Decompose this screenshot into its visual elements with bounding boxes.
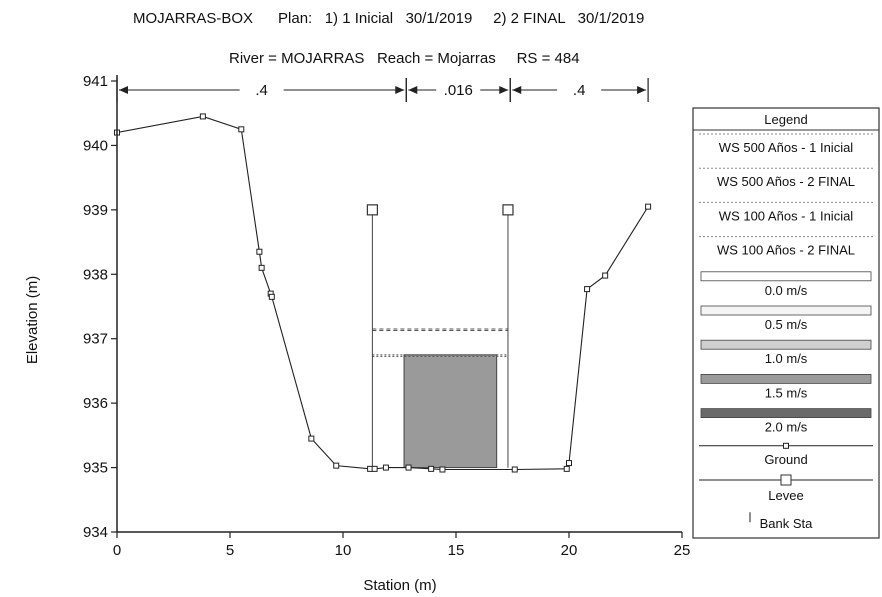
legend-levee-marker [780,474,792,486]
mannings-arrowhead [408,86,418,94]
x-tick-label: 10 [335,542,352,559]
y-tick-label: 939 [83,202,108,219]
legend-title: Legend [764,112,807,127]
legend-entry-label: 1.0 m/s [765,351,808,366]
legend-entry-label: 0.0 m/s [765,283,808,298]
ground-point [439,466,446,473]
chart-title: MOJARRAS-BOX Plan: 1) 1 Inicial 30/1/201… [133,10,644,27]
ground-point [371,465,378,472]
velocity-fill [403,354,498,469]
legend-entry-label: 1.5 m/s [765,385,808,400]
legend-box [692,107,880,539]
legend-swatch [700,271,872,282]
x-tick-label: 0 [113,542,121,559]
legend-swatch [700,408,872,419]
mannings-arrowhead [499,86,509,94]
ground-point [602,272,609,279]
y-tick-label: 936 [83,395,108,412]
legend-entry-label: 0.5 m/s [765,317,808,332]
mannings-arrowhead [637,86,647,94]
ground-point [333,462,340,469]
legend-swatch [700,373,872,384]
water-surface-lines [371,209,509,468]
y-tick-label: 935 [83,460,108,477]
legend-entry-label: 2.0 m/s [765,420,808,435]
legend-entry-label: WS 100 Años - 1 Inicial [719,208,854,223]
legend-entry-label: Levee [768,488,803,503]
legend: Legend WS 500 Años - 1 Inicial WS 500 Años… [692,107,880,539]
ground-point [308,435,315,442]
ground-point [199,113,206,120]
ground-profile [114,113,652,473]
mannings-arrowhead [119,86,128,94]
ground-point [238,126,245,133]
ground-point [258,264,265,271]
ground-point [566,460,572,467]
x-axis-title: Station (m) [363,577,436,594]
mannings-n-bar: .4 .016 .4 [116,78,649,102]
mannings-arrowhead [395,86,405,94]
x-tick-label: 15 [448,542,465,559]
y-tick-label: 937 [83,331,108,348]
chart-subtitle: River = MOJARRAS Reach = Mojarras RS = 4… [229,50,580,67]
legend-swatch [700,305,872,316]
y-tick-label: 941 [83,73,108,90]
legend-ground-point [783,442,789,449]
x-tick-label: 5 [226,542,234,559]
y-tick-label: 934 [83,524,108,541]
levee-marker [502,204,514,216]
y-tick-label: 940 [83,137,108,154]
mannings-arrowhead [512,86,522,94]
y-tick-label: 938 [83,266,108,283]
legend-entry-label: Bank Sta [760,516,814,531]
mannings-n-label: .4 [255,82,268,99]
legend-entry-label: WS 500 Años - 2 FINAL [717,174,855,189]
legend-entry-label: WS 500 Años - 1 Inicial [719,140,854,155]
ground-line [116,115,649,471]
ground-point [428,465,435,472]
ground-point [645,203,652,210]
legend-entry-label: Ground [764,452,807,467]
ground-point [511,466,518,473]
y-axis-title: Elevation (m) [24,276,41,364]
levee-markers [366,204,514,216]
ground-point [584,286,591,293]
ground-point [256,248,263,255]
mannings-n-label: .4 [573,82,586,99]
ground-point [382,464,389,471]
ground-point [268,293,275,300]
velocity-block [403,354,498,469]
legend-entry-label: WS 100 Años - 2 FINAL [717,243,855,258]
mannings-n-label: .016 [444,82,473,99]
levee-marker [366,204,378,216]
legend-swatch [700,339,872,350]
x-tick-label: 20 [561,542,578,559]
ground-point [563,465,570,472]
axes: 934 935 936 937 938 939 940 941 0 5 10 15 20 25 [83,73,690,559]
ground-point [405,464,412,471]
x-tick-label: 25 [674,542,691,559]
